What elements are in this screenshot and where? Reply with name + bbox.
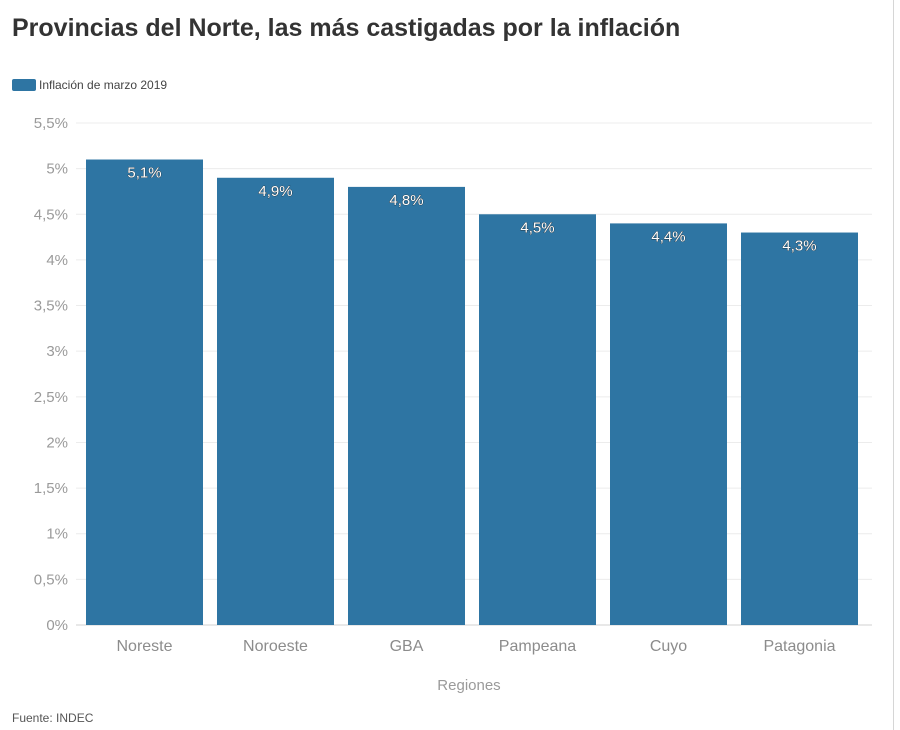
legend-swatch <box>12 79 36 91</box>
data-label: 4,5% <box>520 219 554 236</box>
source-note: Fuente: INDEC <box>12 711 94 725</box>
data-label: 4,8% <box>389 192 423 209</box>
y-tick-label: 0% <box>46 617 68 634</box>
bar <box>86 159 203 625</box>
y-tick-label: 3% <box>46 343 68 360</box>
legend: Inflación de marzo 2019 <box>12 78 167 92</box>
bar <box>610 223 727 625</box>
x-axis-title: Regiones <box>437 677 500 694</box>
bar-chart: 0% 0,5% 1% 1,5% 2% 2,5% 3% 3,5% 4% 4,5% 5% 5,5% 5,1%… <box>34 115 872 694</box>
y-tick-label: 2,5% <box>34 389 68 406</box>
y-tick-label: 1,5% <box>34 480 68 497</box>
frame-border <box>893 0 894 730</box>
data-label: 4,4% <box>651 228 685 245</box>
bar <box>741 232 858 625</box>
y-tick-label: 4% <box>46 252 68 269</box>
y-tick-label: 1% <box>46 526 68 543</box>
x-tick-label: GBA <box>390 638 424 655</box>
x-tick-label: Cuyo <box>650 638 687 655</box>
y-tick-label: 4,5% <box>34 206 68 223</box>
x-tick-label: Pampeana <box>499 638 576 655</box>
x-tick-label: Patagonia <box>763 638 835 655</box>
x-tick-label: Noroeste <box>243 638 308 655</box>
bar <box>479 214 596 626</box>
data-label: 5,1% <box>127 165 161 182</box>
data-label: 4,3% <box>782 238 816 255</box>
y-tick-label: 3,5% <box>34 298 68 315</box>
bar <box>217 177 334 625</box>
chart-title: Provincias del Norte, las más castigadas… <box>12 14 681 42</box>
bar <box>348 186 465 625</box>
data-label: 4,9% <box>258 183 292 200</box>
legend-label: Inflación de marzo 2019 <box>39 78 168 92</box>
y-tick-label: 5% <box>46 161 68 178</box>
y-tick-label: 2% <box>46 434 68 451</box>
y-tick-label: 5,5% <box>34 115 68 132</box>
x-tick-label: Noreste <box>116 638 172 655</box>
y-tick-label: 0,5% <box>34 571 68 588</box>
